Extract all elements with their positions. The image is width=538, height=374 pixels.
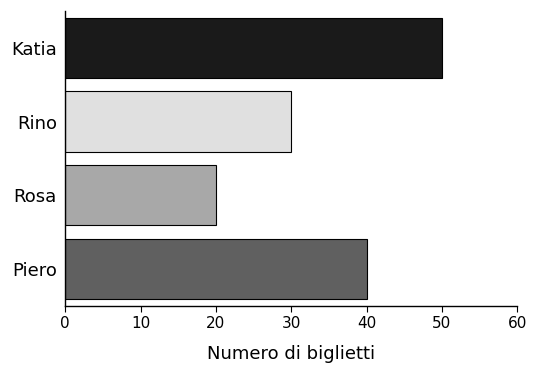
X-axis label: Numero di biglietti: Numero di biglietti xyxy=(207,345,376,363)
Bar xyxy=(65,239,366,299)
Bar xyxy=(65,165,216,226)
Bar xyxy=(65,91,291,152)
Bar xyxy=(65,18,442,78)
